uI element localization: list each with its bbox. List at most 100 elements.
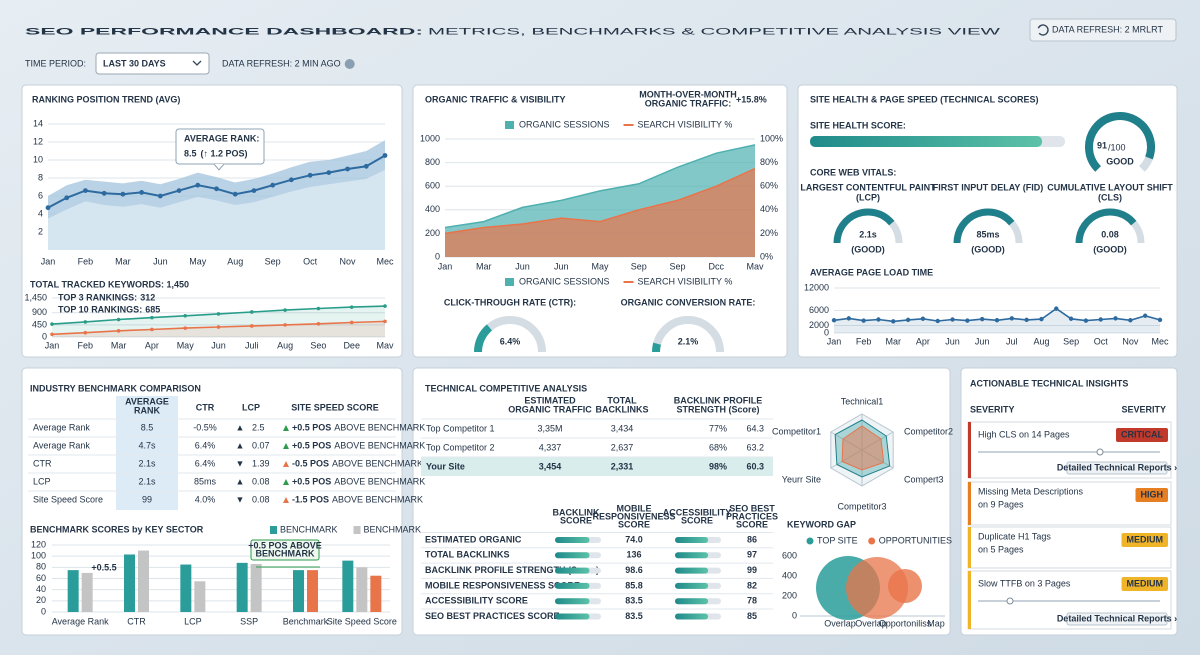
y-tick-label: 2 xyxy=(38,226,43,236)
cell: 60.3 xyxy=(746,461,764,471)
y-tick-label: 0 xyxy=(792,610,797,620)
x-tick-label: Jan xyxy=(438,261,453,271)
x-tick-label: Seo xyxy=(310,340,326,350)
vital-value: 2.1s xyxy=(859,229,877,239)
bar xyxy=(236,562,248,612)
kpi-value: 2.1% xyxy=(678,336,699,346)
dropdown[interactable] xyxy=(95,52,210,75)
refresh-label[interactable]: DATA REFRESH: 2 MRLRT xyxy=(1052,24,1164,34)
point xyxy=(50,322,54,326)
y-tick-label: 800 xyxy=(425,157,440,167)
delta: +0.5 POS xyxy=(292,422,331,432)
y-tick-label: 0 xyxy=(42,331,47,341)
cell: 77% xyxy=(709,423,727,433)
x-tick-label: May xyxy=(177,340,195,350)
bar xyxy=(307,570,318,612)
cell: 0.08 xyxy=(252,476,270,486)
panel-title: ORGANIC TRAFFIC & VISIBILITY xyxy=(425,94,566,104)
trend-arrow xyxy=(283,497,289,503)
delta: -1.5 POS xyxy=(292,494,329,504)
legend-label: SEARCH VISIBILITY % xyxy=(638,276,733,286)
cell: 83.5 xyxy=(625,611,643,621)
callout-text: BENCHMARK xyxy=(256,548,315,558)
insight-text: Missing Meta Descriptions xyxy=(978,486,1084,496)
trend-arrow: ▲ xyxy=(236,422,245,432)
report-button[interactable] xyxy=(1066,461,1168,475)
point xyxy=(183,326,187,330)
panel-title: RANKING POSITION TREND (AVG) xyxy=(32,94,180,104)
point xyxy=(45,205,51,211)
bar-fill xyxy=(675,537,709,543)
legend-label: OPPORTUNITIES xyxy=(879,535,952,545)
report-button[interactable] xyxy=(1066,612,1168,626)
cell: 3,35M xyxy=(537,423,562,433)
trend-arrow xyxy=(283,461,289,467)
legend-value: 685 xyxy=(145,304,160,314)
legend-swatch xyxy=(868,537,876,545)
x-tick-label: Opportoniliss xyxy=(879,618,932,628)
x-tick-label: Jun xyxy=(515,261,530,271)
x-tick-label: Average Rank xyxy=(52,616,109,626)
column-header: PRACTICES xyxy=(726,511,778,521)
severity-stripe xyxy=(968,527,971,568)
point xyxy=(216,325,221,329)
trend-arrow: ▲ xyxy=(236,476,245,486)
cell: 74.0 xyxy=(625,534,643,544)
legend-swatch xyxy=(353,526,361,534)
dropdown-value[interactable]: LAST 30 DAYS xyxy=(103,58,166,68)
vital-label: (CLS) xyxy=(1098,192,1122,202)
x-tick-label: Jun xyxy=(153,256,168,266)
y-tick-label: 600 xyxy=(782,550,797,560)
x-tick-label: Overlap xyxy=(855,618,887,628)
report-button-label[interactable]: Detailed Technical Reports › xyxy=(1057,462,1177,472)
cell: 82 xyxy=(747,580,757,590)
x-tick-label: Feb xyxy=(78,340,94,350)
legend-label: BENCHMARK xyxy=(280,524,338,534)
row-label: LCP xyxy=(33,476,51,486)
cell: 85ms xyxy=(194,476,217,486)
x-tick-label: Overlap xyxy=(824,618,856,628)
x-tick-label: Mar xyxy=(111,340,127,350)
cell: 4.0% xyxy=(195,494,216,504)
cell: 68% xyxy=(709,442,727,452)
title: SEO PERFORMANCE DASHBOARD: xyxy=(25,26,423,36)
refresh-button[interactable] xyxy=(1029,18,1177,42)
column-header: SEVERITY xyxy=(970,404,1015,414)
chart-title: BENCHMARK SCORES by KEY SECTOR xyxy=(30,524,204,534)
vital-label: FIRST INPUT DELAY (FID) xyxy=(933,182,1044,192)
y-tick-label: 80 xyxy=(36,562,46,572)
y-tick-label: 0% xyxy=(760,251,773,261)
x-tick-label: Jun xyxy=(554,261,569,271)
series-area xyxy=(445,168,755,257)
x-tick-label: Feb xyxy=(856,336,872,346)
column-header: RANK xyxy=(134,405,160,415)
bar-fill xyxy=(675,567,709,574)
x-tick-label: Feb xyxy=(78,256,94,266)
y-tick-label: 600 xyxy=(425,181,440,191)
panel-title: TECHNICAL COMPETITIVE ANALYSIS xyxy=(425,383,587,393)
point xyxy=(979,316,985,322)
severity-stripe xyxy=(968,482,971,525)
severity-badge-bg xyxy=(1135,488,1168,502)
y-tick-label: 80% xyxy=(760,157,778,167)
point xyxy=(183,313,187,318)
bar xyxy=(370,575,382,612)
point xyxy=(195,182,201,188)
kpi-value: 6.4% xyxy=(500,336,521,346)
column-header: SCORE xyxy=(736,519,768,529)
cell: 136 xyxy=(626,550,641,560)
cell: 3,454 xyxy=(539,461,562,471)
row-label: Site Speed Score xyxy=(33,494,103,504)
bar xyxy=(342,560,354,612)
column-header: BACKLINK PROFILE xyxy=(674,395,763,405)
legend-label: TOP SITE xyxy=(817,535,858,545)
column-header: SCORE xyxy=(681,515,713,525)
venn-circle xyxy=(846,557,908,619)
bar-fill xyxy=(675,613,709,620)
report-button-label[interactable]: Detailed Technical Reports › xyxy=(1057,613,1177,623)
severity-stripe xyxy=(968,571,971,629)
section-label: CORE WEB VITALS: xyxy=(810,167,896,177)
bar xyxy=(250,563,262,612)
trend-arrow xyxy=(283,443,289,449)
column-header: SCORE xyxy=(560,515,592,525)
